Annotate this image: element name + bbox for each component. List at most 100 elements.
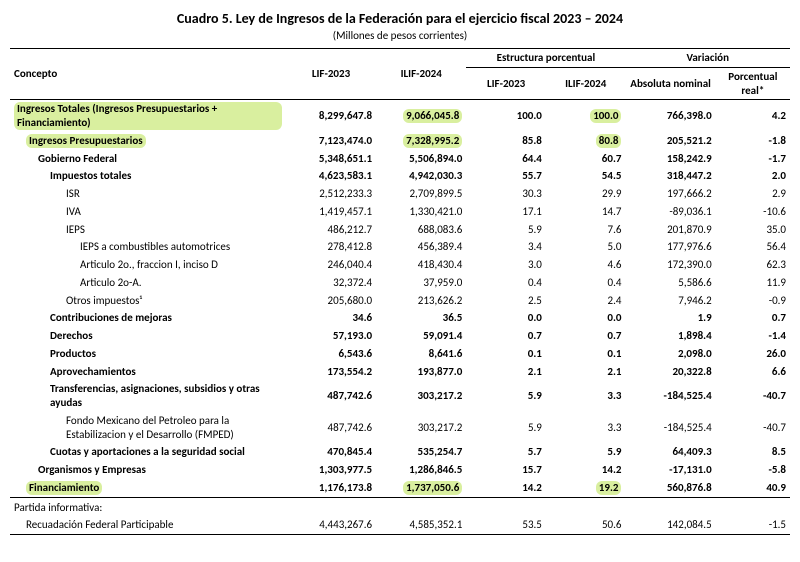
table-row: Productos6,543.68,641.60.10.12,098.026.0	[10, 345, 790, 363]
cell: 19.2	[546, 479, 626, 497]
table-row: IVA1,419,457.11,330,421.017.114.7-89,036…	[10, 203, 790, 221]
table-row: Articulo 2o-A.32,372.437,959.00.40.45,58…	[10, 274, 790, 292]
cell: 2.0	[716, 167, 790, 185]
cell: Transferencias, asignaciones, subsidios …	[10, 380, 286, 412]
cell: 158,242.9	[625, 150, 715, 168]
colgroup-struct: Estructura porcentual	[466, 49, 625, 68]
cell: 40.9	[716, 479, 790, 497]
table-row: Otros impuestos¹205,680.0213,626.22.52.4…	[10, 292, 790, 310]
cell: 15.7	[466, 461, 546, 479]
cell: 487,742.6	[286, 412, 376, 444]
cell: IEPS	[10, 221, 286, 239]
cell: 766,398.0	[625, 100, 715, 132]
cell: 246,040.4	[286, 256, 376, 274]
cell: 50.6	[546, 516, 626, 534]
cell: 5,348,651.1	[286, 150, 376, 168]
cell: Ingresos Presupuestarios	[10, 132, 286, 150]
table-row: IEPS486,212.7688,083.65.97.6201,870.935.…	[10, 221, 790, 239]
cell: 5.9	[466, 221, 546, 239]
cell: ISR	[10, 185, 286, 203]
colgroup-var: Variación	[625, 49, 790, 68]
table-row: Gobierno Federal5,348,651.15,506,894.064…	[10, 150, 790, 168]
cell: 14.2	[466, 479, 546, 497]
cell: 7,123,474.0	[286, 132, 376, 150]
cell: 1,330,421.0	[376, 203, 466, 221]
cell: 37,959.0	[376, 274, 466, 292]
table-row: Ingresos Presupuestarios7,123,474.07,328…	[10, 132, 790, 150]
cell: 56.4	[716, 238, 790, 256]
cell: 4,443,267.6	[286, 516, 376, 534]
cell: 5.9	[546, 443, 626, 461]
cell: 7,328,995.2	[376, 132, 466, 150]
cell: -1.7	[716, 150, 790, 168]
cell: Articulo 2o-A.	[10, 274, 286, 292]
table-row: Fondo Mexicano del Petroleo para la Esta…	[10, 412, 790, 444]
cell: 100.0	[546, 100, 626, 132]
cell: -0.9	[716, 292, 790, 310]
cell: Recuadación Federal Participable	[10, 516, 286, 534]
cell: -5.8	[716, 461, 790, 479]
table-row: ISR2,512,233.32,709,899.530.329.9197,666…	[10, 185, 790, 203]
cell: 0.0	[546, 309, 626, 327]
table-row: Aprovechamientos173,554.2193,877.02.12.1…	[10, 363, 790, 381]
cell: 6,543.6	[286, 345, 376, 363]
cell: 54.5	[546, 167, 626, 185]
cell: 173,554.2	[286, 363, 376, 381]
cell: 59,091.4	[376, 327, 466, 345]
cell: 456,389.4	[376, 238, 466, 256]
cell: Gobierno Federal	[10, 150, 286, 168]
cell: -1.5	[716, 516, 790, 534]
cell: 11.9	[716, 274, 790, 292]
cell: 1,303,977.5	[286, 461, 376, 479]
table-row: Cuotas y aportaciones a la seguridad soc…	[10, 443, 790, 461]
cell: 57,193.0	[286, 327, 376, 345]
table-row: Transferencias, asignaciones, subsidios …	[10, 380, 790, 412]
cell: 0.4	[546, 274, 626, 292]
cell: 60.7	[546, 150, 626, 168]
cell: 100.0	[466, 100, 546, 132]
cell: 17.1	[466, 203, 546, 221]
cell: 2.5	[466, 292, 546, 310]
cell: 64.4	[466, 150, 546, 168]
cell: 3.4	[466, 238, 546, 256]
cell: 35.0	[716, 221, 790, 239]
cell: 62.3	[716, 256, 790, 274]
cell: 34.6	[286, 309, 376, 327]
cell: Aprovechamientos	[10, 363, 286, 381]
cell: 213,626.2	[376, 292, 466, 310]
table-row: Organismos y Empresas1,303,977.51,286,84…	[10, 461, 790, 479]
income-table: Concepto LIF-2023 ILIF-2024 Estructura p…	[10, 48, 790, 535]
cell: 8,299,647.8	[286, 100, 376, 132]
cell: 142,084.5	[625, 516, 715, 534]
cell: 14.2	[546, 461, 626, 479]
cell: IVA	[10, 203, 286, 221]
cell: 14.7	[546, 203, 626, 221]
cell: 5,506,894.0	[376, 150, 466, 168]
cell: 80.8	[546, 132, 626, 150]
cell: 4.2	[716, 100, 790, 132]
cell: Impuestos totales	[10, 167, 286, 185]
table-subtitle: (Millones de pesos corrientes)	[10, 29, 790, 42]
cell: 3.3	[546, 412, 626, 444]
table-row: Derechos57,193.059,091.40.70.71,898.4-1.…	[10, 327, 790, 345]
col-struct-lif2023: LIF-2023	[466, 67, 546, 100]
table-row: Impuestos totales4,623,583.14,942,030.35…	[10, 167, 790, 185]
cell: 1,176,173.8	[286, 479, 376, 497]
cell: Contribuciones de mejoras	[10, 309, 286, 327]
cell: 7.6	[546, 221, 626, 239]
col-lif2023: LIF-2023	[286, 49, 376, 100]
cell: 193,877.0	[376, 363, 466, 381]
cell: 0.1	[546, 345, 626, 363]
cell: -184,525.4	[625, 412, 715, 444]
cell: 197,666.2	[625, 185, 715, 203]
cell: 278,412.8	[286, 238, 376, 256]
cell: Financiamiento	[10, 479, 286, 497]
cell: -40.7	[716, 412, 790, 444]
cell: 30.3	[466, 185, 546, 203]
cell: 4,585,352.1	[376, 516, 466, 534]
cell: Otros impuestos¹	[10, 292, 286, 310]
cell: 8.5	[716, 443, 790, 461]
cell: 3.0	[466, 256, 546, 274]
cell: 0.7	[546, 327, 626, 345]
cell: 36.5	[376, 309, 466, 327]
